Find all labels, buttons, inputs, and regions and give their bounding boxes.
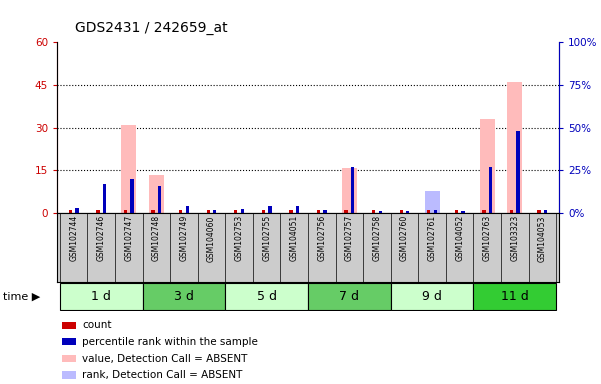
Bar bbox=[124, 210, 127, 213]
Bar bbox=[62, 322, 76, 329]
Text: GDS2431 / 242659_at: GDS2431 / 242659_at bbox=[75, 21, 228, 35]
Bar bbox=[69, 210, 72, 213]
Text: GSM102746: GSM102746 bbox=[97, 215, 106, 262]
Bar bbox=[323, 210, 327, 213]
Bar bbox=[296, 206, 299, 213]
Bar bbox=[158, 186, 161, 213]
Bar bbox=[489, 167, 492, 213]
Bar bbox=[207, 210, 210, 213]
Text: GSM102755: GSM102755 bbox=[262, 215, 271, 262]
Bar bbox=[62, 338, 76, 345]
Bar bbox=[510, 210, 513, 213]
Bar bbox=[344, 210, 348, 213]
Bar bbox=[121, 125, 136, 213]
FancyBboxPatch shape bbox=[391, 283, 474, 310]
Text: GSM102747: GSM102747 bbox=[124, 215, 133, 262]
FancyBboxPatch shape bbox=[60, 283, 142, 310]
Text: GSM104052: GSM104052 bbox=[455, 215, 464, 262]
Text: 3 d: 3 d bbox=[174, 290, 194, 303]
Text: GSM102760: GSM102760 bbox=[400, 215, 409, 262]
Text: value, Detection Call = ABSENT: value, Detection Call = ABSENT bbox=[82, 354, 248, 364]
Text: percentile rank within the sample: percentile rank within the sample bbox=[82, 337, 258, 347]
Bar bbox=[96, 210, 100, 213]
Bar bbox=[351, 167, 355, 213]
Bar bbox=[179, 210, 182, 213]
Text: 5 d: 5 d bbox=[257, 290, 276, 303]
Text: GSM102749: GSM102749 bbox=[180, 215, 189, 262]
Text: GSM102756: GSM102756 bbox=[317, 215, 326, 262]
FancyBboxPatch shape bbox=[308, 283, 391, 310]
Bar bbox=[424, 191, 440, 213]
Text: 7 d: 7 d bbox=[340, 290, 359, 303]
Bar bbox=[62, 371, 76, 379]
Bar bbox=[289, 210, 293, 213]
Bar bbox=[544, 210, 548, 213]
Text: GSM102748: GSM102748 bbox=[152, 215, 161, 262]
Bar bbox=[234, 210, 237, 213]
Text: rank, Detection Call = ABSENT: rank, Detection Call = ABSENT bbox=[82, 370, 243, 380]
Text: GSM104051: GSM104051 bbox=[290, 215, 299, 262]
Bar bbox=[480, 119, 495, 213]
Bar bbox=[482, 210, 486, 213]
Text: GSM103323: GSM103323 bbox=[510, 215, 519, 262]
Bar bbox=[424, 205, 440, 213]
Bar bbox=[462, 212, 465, 213]
Bar bbox=[400, 210, 403, 213]
Bar bbox=[342, 167, 357, 213]
Bar bbox=[261, 210, 265, 213]
Bar bbox=[372, 210, 375, 213]
Text: GSM102753: GSM102753 bbox=[234, 215, 243, 262]
Bar bbox=[186, 206, 189, 213]
Bar bbox=[268, 206, 272, 213]
FancyBboxPatch shape bbox=[225, 283, 308, 310]
Text: GSM102758: GSM102758 bbox=[373, 215, 382, 262]
Bar bbox=[434, 210, 437, 213]
Bar bbox=[317, 210, 320, 213]
Bar bbox=[62, 355, 76, 362]
Bar bbox=[151, 210, 154, 213]
Bar bbox=[75, 208, 79, 213]
Bar bbox=[379, 212, 382, 213]
Text: 9 d: 9 d bbox=[422, 290, 442, 303]
Text: 11 d: 11 d bbox=[501, 290, 529, 303]
Text: GSM104053: GSM104053 bbox=[538, 215, 547, 262]
Text: 1 d: 1 d bbox=[91, 290, 111, 303]
Bar bbox=[406, 212, 409, 213]
Bar bbox=[130, 179, 134, 213]
Bar bbox=[516, 131, 520, 213]
Bar bbox=[455, 210, 458, 213]
Bar bbox=[213, 210, 216, 213]
Text: GSM102761: GSM102761 bbox=[427, 215, 436, 262]
Bar bbox=[507, 82, 522, 213]
FancyBboxPatch shape bbox=[142, 283, 225, 310]
Bar bbox=[241, 209, 244, 213]
Bar bbox=[427, 210, 430, 213]
Text: GSM104060: GSM104060 bbox=[207, 215, 216, 262]
Text: GSM102763: GSM102763 bbox=[483, 215, 492, 262]
Text: GSM102757: GSM102757 bbox=[345, 215, 354, 262]
Bar bbox=[537, 210, 541, 213]
Text: time ▶: time ▶ bbox=[3, 291, 40, 302]
Bar bbox=[149, 175, 164, 213]
Text: count: count bbox=[82, 320, 112, 330]
Text: GSM102744: GSM102744 bbox=[69, 215, 78, 262]
FancyBboxPatch shape bbox=[474, 283, 556, 310]
Bar bbox=[103, 184, 106, 213]
